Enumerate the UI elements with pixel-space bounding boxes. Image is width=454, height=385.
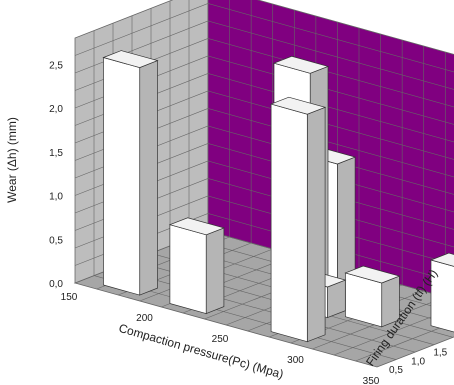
bar-4 — [269, 96, 327, 343]
bar-front-face — [270, 103, 308, 343]
z-tick-label: 0,0 — [49, 279, 63, 290]
bar-front-face — [430, 259, 454, 333]
bar-0 — [102, 50, 159, 296]
bar-side-face — [306, 106, 326, 343]
z-tick-label: 1,5 — [49, 148, 63, 159]
x-tick-label: 200 — [136, 313, 153, 324]
bar-side-face — [205, 227, 225, 315]
chart-tick-labels: 0,0 0,5 1,0 1,5 2,0 2,5 150 200 250 300 350 0,5 1,0 1… — [49, 60, 448, 385]
bar-front-face — [169, 224, 207, 315]
bar-top-face — [429, 252, 454, 267]
wall-gridline — [74, 3, 454, 73]
z-tick-label: 2,5 — [49, 60, 63, 71]
x-tick-label: 350 — [363, 376, 380, 385]
bar-front-face — [103, 57, 141, 296]
bar-side-face — [139, 60, 158, 296]
y-tick-label: 1,5 — [433, 348, 447, 359]
z-tick-label: 2,0 — [49, 104, 63, 115]
z-tick-label: 0,5 — [49, 235, 63, 246]
x-tick-label: 250 — [212, 334, 229, 345]
bar-5 — [344, 265, 401, 328]
y-tick-label: 0,5 — [389, 365, 403, 376]
bar-top-face — [269, 96, 327, 115]
chart-bars — [102, 50, 454, 343]
bar-top-face — [272, 55, 330, 74]
x-tick-label: 300 — [287, 355, 304, 366]
z-tick-label: 1,0 — [49, 192, 63, 203]
bar-top-face — [168, 217, 226, 236]
floor-gridline — [112, 267, 416, 353]
y-tick-label: 1,0 — [411, 356, 425, 367]
z-axis-label: Wear (Δh) (mm) — [5, 117, 19, 203]
bar-6 — [429, 252, 454, 333]
bar-3 — [168, 217, 226, 315]
bar-top-face — [344, 265, 401, 284]
bar-top-face — [102, 50, 159, 68]
x-tick-label: 150 — [61, 292, 78, 303]
back-wall — [207, 0, 454, 300]
floor-gridline — [355, 322, 454, 362]
